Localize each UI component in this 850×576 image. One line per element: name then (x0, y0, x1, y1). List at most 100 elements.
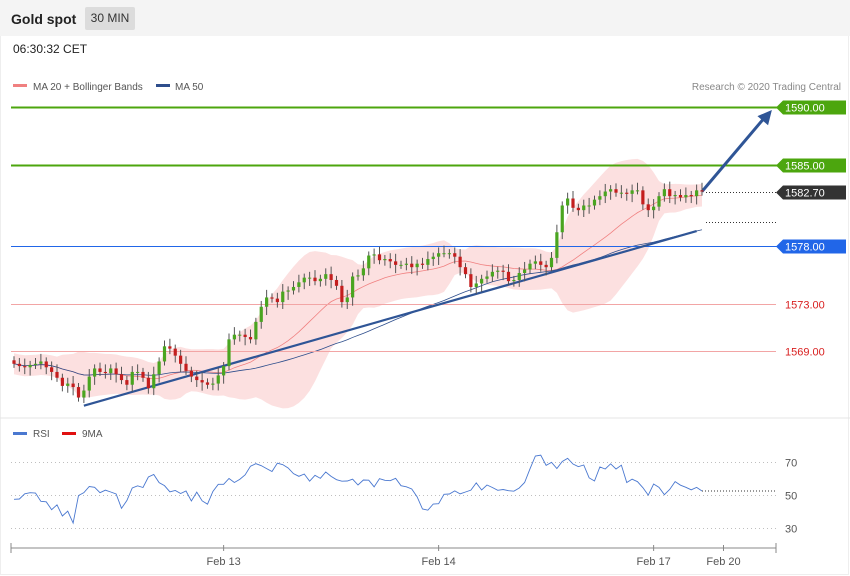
candle-body (356, 275, 360, 277)
candle-body (646, 204, 650, 211)
candle-body (517, 273, 521, 280)
candle-body (254, 321, 258, 340)
candle-body (318, 278, 322, 282)
candle-body (609, 189, 613, 192)
candle-body (50, 367, 54, 372)
support-trendline (83, 230, 697, 407)
candle-body (662, 189, 666, 197)
candle-body (313, 277, 317, 282)
level-label-1573.00: 1573.00 (785, 300, 825, 312)
candle-body (490, 271, 494, 277)
candle-body (146, 377, 150, 389)
candle-body (560, 205, 564, 233)
candle-body (157, 361, 161, 375)
level-tag-1590.00 (776, 100, 846, 115)
candle-body (539, 261, 543, 265)
candle-body (55, 371, 59, 378)
candle-body (528, 263, 532, 270)
candle-body (329, 274, 333, 280)
candle-body (415, 263, 419, 268)
level-label-1585.00: 1585.00 (785, 161, 825, 173)
timeframe-button[interactable]: 30 MIN (85, 7, 135, 30)
legend-ma50-label: MA 50 (175, 82, 204, 93)
candle-body (463, 267, 468, 275)
candle-body (431, 256, 435, 260)
candle-body (114, 368, 118, 375)
candle-body (281, 291, 285, 303)
candle-body (630, 190, 634, 194)
instrument-title: Gold spot (11, 11, 77, 27)
candle-body (141, 371, 145, 378)
projection-arrow-head (757, 110, 772, 126)
candle-body (678, 195, 683, 198)
candle-body (136, 371, 140, 373)
rsi-tick-label: 30 (785, 524, 797, 536)
candle-body (308, 277, 312, 279)
candle-body (173, 348, 177, 356)
candle-body (372, 254, 376, 256)
candle-body (351, 276, 355, 298)
candle-body (388, 259, 392, 262)
candle-body (635, 190, 640, 192)
timestamp-label: 06:30:32 CET (13, 42, 88, 56)
candle-body (582, 205, 586, 211)
candle-body (222, 366, 226, 376)
candle-body (506, 271, 511, 282)
legend-ma50-swatch (156, 84, 170, 87)
level-label-1590.00: 1590.00 (785, 103, 825, 115)
candle-body (162, 346, 167, 362)
candle-body (485, 276, 489, 279)
candle-body (205, 382, 210, 385)
candle-body (340, 285, 344, 303)
candle-body (125, 380, 129, 385)
level-label-1578.00: 1578.00 (785, 242, 825, 254)
candle-body (66, 383, 70, 386)
x-tick-label: Feb 14 (422, 556, 456, 568)
candle-body (684, 195, 688, 198)
candle-body (668, 189, 672, 197)
candle-body (587, 205, 591, 207)
x-tick-label: Feb 20 (706, 556, 740, 568)
candle-body (410, 263, 414, 268)
candle-body (302, 277, 306, 283)
candle-body (657, 196, 661, 207)
candle-body (297, 282, 301, 287)
candle-body (12, 360, 16, 364)
candle-body (496, 270, 500, 272)
chart-header: Gold spot 30 MIN (0, 0, 850, 36)
candle-body (673, 195, 677, 197)
candle-body (265, 297, 269, 307)
candle-body (98, 368, 102, 372)
candle-body (82, 390, 86, 398)
candle-body (614, 189, 618, 193)
candle-body (200, 380, 204, 383)
legend-ma20-label: MA 20 + Bollinger Bands (33, 82, 143, 93)
candle-body (598, 196, 602, 200)
candle-body (17, 363, 21, 367)
candle-body (501, 270, 505, 272)
candle-body (119, 374, 124, 381)
candle-body (555, 232, 559, 258)
candle-body (426, 259, 430, 265)
candle-body (394, 261, 398, 265)
legend-9ma-swatch (62, 432, 76, 435)
chart-frame (0, 36, 849, 575)
candle-body (420, 263, 425, 265)
rsi-tick-label: 50 (785, 491, 797, 503)
level-label-1569.00: 1569.00 (785, 347, 825, 359)
legend-rsi-label: RSI (33, 429, 50, 440)
candle-body (619, 192, 623, 194)
candle-body (227, 339, 231, 367)
ma20-line (13, 194, 703, 380)
candle-body (103, 371, 107, 374)
candle-body (571, 198, 575, 208)
candle-body (361, 268, 365, 276)
candle-body (469, 274, 473, 287)
candle-body (474, 283, 478, 287)
candle-body (76, 387, 81, 398)
candle-body (566, 198, 570, 206)
candle-body (243, 334, 247, 338)
candle-body (700, 190, 704, 192)
candle-body (576, 207, 580, 211)
